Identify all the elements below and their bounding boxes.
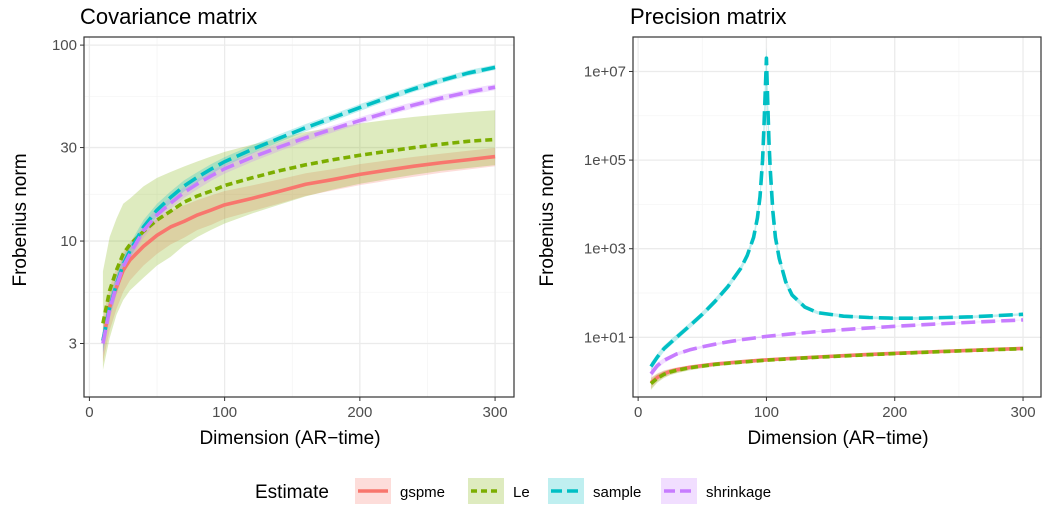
panel-border-covariance [83, 36, 515, 398]
grid-covariance [84, 37, 514, 397]
x-axis-title-precision: Dimension (AR−time) [747, 428, 928, 449]
legend-label: sample [593, 484, 641, 501]
legend-item-gspme: gspme [355, 478, 445, 504]
x-tick-label: 0 [634, 404, 642, 421]
ribbon-Le-covariance [102, 110, 496, 370]
panel-title-covariance: Covariance matrix [80, 4, 257, 29]
line-gspme-covariance [101, 154, 496, 342]
panel-title-precision: Precision matrix [630, 4, 786, 29]
y-tick-label: 10 [60, 233, 77, 250]
x-tick-label: 200 [347, 404, 372, 421]
line-shrinkage-precision [649, 318, 1024, 375]
panel-border-precision [632, 36, 1042, 398]
legend: Estimate gspme Le sample shrinkage [255, 478, 771, 504]
series-layer-covariance [101, 64, 496, 370]
x-axis-title-covariance: Dimension (AR−time) [199, 428, 380, 449]
legend-item-sample: sample [548, 478, 641, 504]
legend-label: Le [513, 484, 530, 501]
x-tick-label: 300 [1011, 404, 1036, 421]
y-tick-label: 1e+05 [584, 152, 626, 169]
y-axis-title-covariance: Frobenius norm [10, 153, 31, 286]
legend-item-shrinkage: shrinkage [661, 478, 771, 504]
series-layer-precision [649, 47, 1024, 390]
line-Le-covariance [101, 137, 496, 324]
legend-label: shrinkage [706, 484, 771, 501]
y-axis-title-precision: Frobenius norm [537, 153, 558, 286]
x-tick-label: 200 [882, 404, 907, 421]
y-tick-label: 1e+07 [584, 63, 626, 80]
axes-precision: 0 100 200 300 1e+01 1e+03 1e+05 1e+07 [584, 63, 1036, 421]
y-tick-label: 1e+01 [584, 329, 626, 346]
y-tick-label: 3 [69, 336, 77, 353]
ribbon-gspme-covariance [102, 147, 496, 363]
axes-covariance: 0 100 200 300 3 10 30 100 [52, 37, 508, 421]
y-tick-label: 30 [60, 140, 77, 157]
x-tick-label: 0 [85, 404, 93, 421]
plot-panel-covariance: 0 100 200 300 3 10 30 100 [52, 36, 515, 421]
legend-label: gspme [400, 484, 445, 501]
legend-title: Estimate [255, 482, 329, 503]
y-tick-label: 1e+03 [584, 241, 626, 258]
x-tick-label: 100 [754, 404, 779, 421]
plot-panel-precision: 0 100 200 300 1e+01 1e+03 1e+05 1e+07 [584, 36, 1042, 421]
line-shrinkage-covariance [101, 85, 496, 344]
line-sample-precision [649, 56, 1024, 368]
line-Le-precision [649, 346, 1024, 386]
x-tick-label: 300 [483, 404, 508, 421]
legend-item-Le: Le [468, 478, 530, 504]
x-tick-label: 100 [212, 404, 237, 421]
y-tick-label: 100 [52, 37, 77, 54]
